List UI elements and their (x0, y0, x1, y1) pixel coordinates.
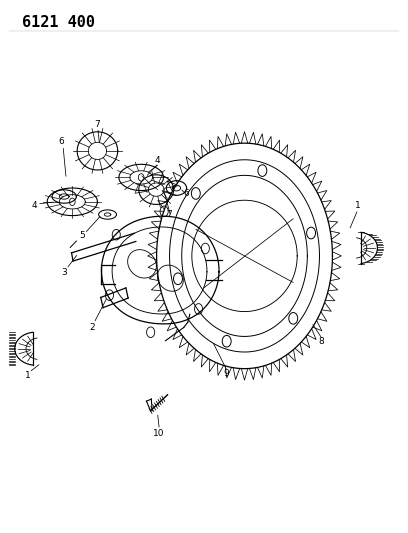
Text: 3: 3 (61, 268, 67, 277)
Text: 4: 4 (155, 156, 160, 165)
Text: 6: 6 (183, 189, 188, 198)
Text: 8: 8 (319, 337, 324, 346)
Text: 1: 1 (355, 201, 361, 210)
Text: 1: 1 (25, 370, 31, 379)
Text: 6121 400: 6121 400 (22, 14, 95, 30)
Text: 7: 7 (94, 120, 100, 129)
Text: 10: 10 (153, 429, 164, 438)
Text: 9: 9 (224, 369, 229, 378)
Text: 4: 4 (32, 201, 38, 210)
Text: 6: 6 (58, 138, 64, 147)
Text: 2: 2 (90, 323, 95, 332)
Text: 5: 5 (80, 231, 85, 240)
Text: 7: 7 (167, 210, 173, 219)
